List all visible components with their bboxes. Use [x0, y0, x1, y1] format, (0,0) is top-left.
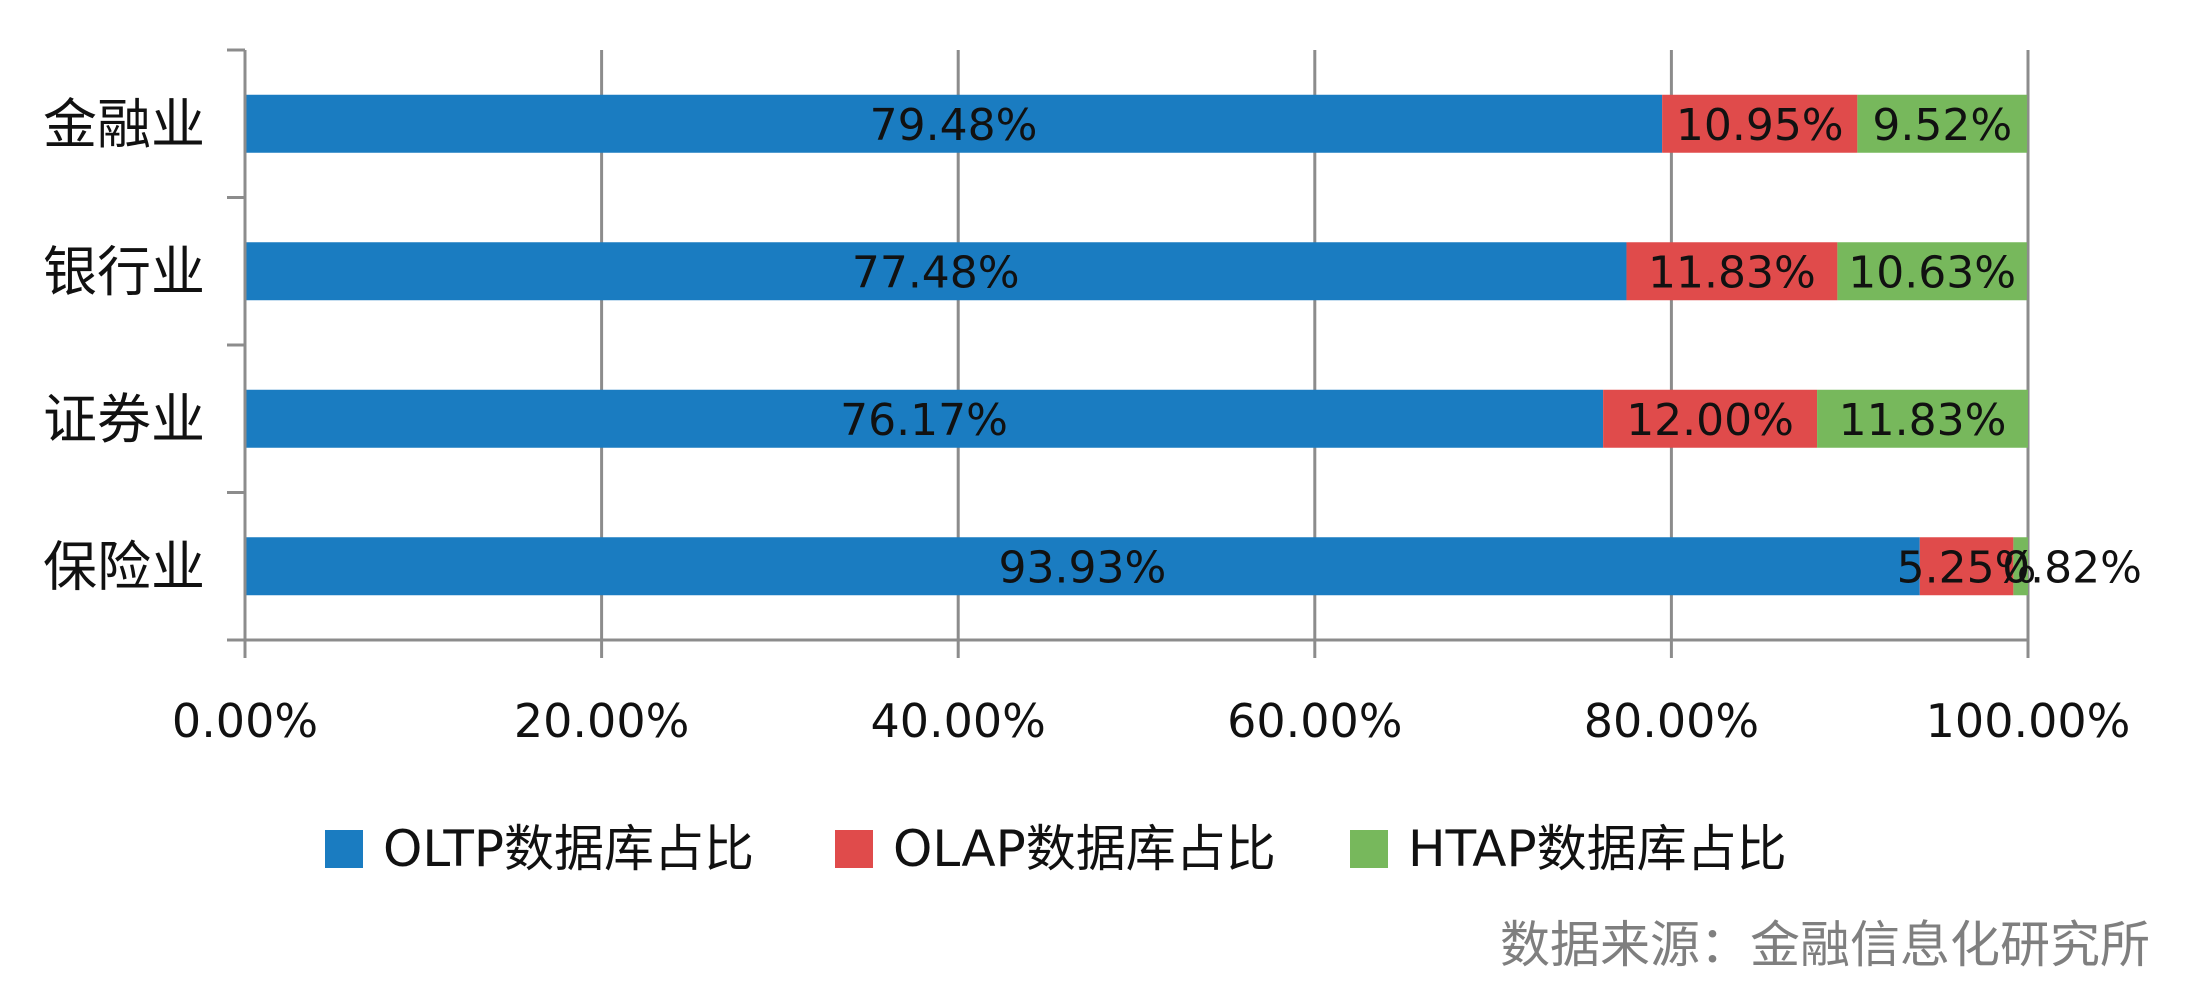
x-tick-label: 60.00%: [1227, 694, 1402, 748]
data-label: 77.48%: [852, 247, 1020, 298]
legend-label: OLTP数据库占比: [383, 820, 754, 878]
bar-segment: [245, 537, 1920, 596]
bar-segment: [1662, 94, 1858, 153]
bar-segment: [1626, 242, 1838, 301]
category-label: 保险业: [43, 535, 205, 598]
bar-segment: [1837, 242, 2027, 301]
category-label: 金融业: [43, 93, 205, 156]
x-tick-label: 40.00%: [870, 694, 1045, 748]
bar-segment: [2013, 537, 2028, 596]
data-label: 10.95%: [1676, 100, 1844, 151]
legend-swatch: [1350, 830, 1388, 868]
x-tick-label: 80.00%: [1584, 694, 1759, 748]
data-source-note: 数据来源：金融信息化研究所: [1500, 916, 2150, 974]
data-label: 11.83%: [1648, 247, 1816, 298]
bar-segment: [1919, 537, 2014, 596]
legend-label: HTAP数据库占比: [1408, 820, 1787, 878]
legend-swatch: [325, 830, 363, 868]
data-label: 12.00%: [1626, 395, 1794, 446]
data-label: 9.52%: [1872, 100, 2012, 151]
legend-label: OLAP数据库占比: [893, 820, 1276, 878]
data-label: 93.93%: [998, 542, 1166, 593]
category-label: 证券业: [43, 388, 205, 451]
x-tick-label: 100.00%: [1926, 694, 2131, 748]
data-label: 10.63%: [1848, 247, 2016, 298]
bar-segment: [1817, 389, 2028, 448]
category-label: 银行业: [43, 240, 205, 303]
x-tick-label: 0.00%: [172, 694, 318, 748]
data-label: 11.83%: [1839, 395, 2007, 446]
data-label: 79.48%: [870, 100, 1038, 151]
data-label: 76.17%: [840, 395, 1008, 446]
x-tick-label: 20.00%: [514, 694, 689, 748]
data-label: 5.25%: [1897, 542, 2037, 593]
bar-segment: [245, 389, 1604, 448]
legend-swatch: [835, 830, 873, 868]
bar-segment: [245, 242, 1627, 301]
data-label: 0.82%: [2002, 542, 2142, 593]
bar-segment: [1603, 389, 1818, 448]
bar-segment: [245, 94, 1663, 153]
bar-segment: [1857, 94, 2028, 153]
